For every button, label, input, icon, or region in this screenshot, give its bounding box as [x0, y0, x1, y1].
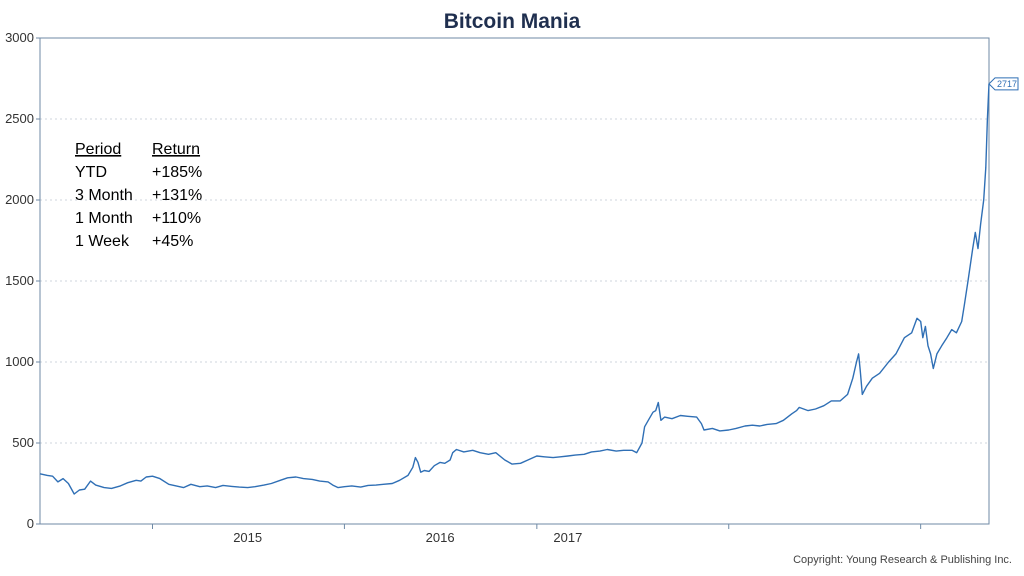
table-row-period: 1 Week — [75, 233, 130, 250]
y-tick-label: 1000 — [5, 354, 34, 369]
copyright-text: Copyright: Young Research & Publishing I… — [793, 554, 1012, 566]
y-tick-label: 2500 — [5, 111, 34, 126]
table-row-return: +131% — [152, 187, 202, 204]
series-group — [39, 83, 990, 495]
y-tick-label: 3000 — [5, 30, 34, 45]
x-axis: 2015 2016 2017 — [152, 524, 922, 545]
last-value-label: 2717 — [997, 79, 1017, 89]
y-tick-label: 1500 — [5, 273, 34, 288]
last-value-flag: 2717 — [988, 77, 1019, 91]
x-tick-label: 2016 — [426, 530, 455, 545]
table-row-period: YTD — [75, 164, 107, 181]
table-row-return: +185% — [152, 164, 202, 181]
y-tick-label: 2000 — [5, 192, 34, 207]
table-row-period: 1 Month — [75, 210, 133, 227]
last-value-flag-shape — [988, 77, 1019, 91]
table-row-period: 3 Month — [75, 187, 133, 204]
table-row-return: +45% — [152, 233, 193, 250]
y-axis: 0 500 1000 1500 2000 2500 3000 — [5, 30, 40, 531]
x-tick-label: 2017 — [553, 530, 582, 545]
table-header-period: Period — [75, 141, 121, 158]
x-tick-label: 2015 — [233, 530, 262, 545]
grid-lines — [40, 118, 989, 444]
returns-table: Period Return YTD +185% 3 Month +131% 1 … — [75, 141, 202, 250]
series-line — [39, 83, 990, 495]
y-tick-label: 500 — [12, 435, 34, 450]
table-row-return: +110% — [152, 210, 201, 227]
table-header-return: Return — [152, 141, 200, 158]
chart-title: Bitcoin Mania — [444, 10, 581, 33]
y-tick-label: 0 — [27, 516, 34, 531]
